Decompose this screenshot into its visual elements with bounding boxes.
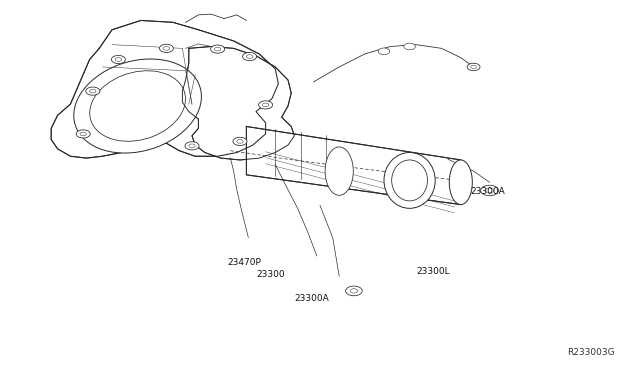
Text: 23300A: 23300A	[294, 294, 329, 303]
Ellipse shape	[90, 71, 186, 141]
Circle shape	[404, 43, 415, 50]
Circle shape	[233, 137, 247, 145]
Ellipse shape	[74, 59, 202, 153]
Circle shape	[86, 87, 100, 95]
Ellipse shape	[325, 147, 353, 195]
Polygon shape	[182, 46, 294, 160]
Text: 23300L: 23300L	[416, 267, 450, 276]
Circle shape	[246, 55, 253, 58]
Ellipse shape	[392, 160, 428, 201]
Circle shape	[111, 55, 125, 64]
Polygon shape	[246, 126, 461, 205]
Circle shape	[211, 45, 225, 53]
Circle shape	[259, 101, 273, 109]
Text: 23300A: 23300A	[470, 187, 505, 196]
Ellipse shape	[384, 153, 435, 208]
Text: R233003G: R233003G	[567, 348, 614, 357]
Circle shape	[214, 47, 221, 51]
Circle shape	[189, 144, 195, 148]
Circle shape	[237, 140, 243, 143]
Circle shape	[467, 63, 480, 71]
Circle shape	[159, 44, 173, 52]
Circle shape	[378, 48, 390, 55]
Circle shape	[80, 132, 86, 136]
Circle shape	[163, 46, 170, 50]
Circle shape	[90, 89, 96, 93]
Polygon shape	[51, 20, 278, 158]
Circle shape	[350, 289, 358, 293]
Circle shape	[115, 58, 122, 61]
Circle shape	[471, 65, 476, 68]
Circle shape	[346, 286, 362, 296]
Circle shape	[486, 188, 493, 193]
Circle shape	[243, 52, 257, 61]
Circle shape	[76, 130, 90, 138]
Text: 23470P: 23470P	[227, 258, 261, 267]
Text: 23300: 23300	[256, 270, 285, 279]
Ellipse shape	[449, 160, 472, 205]
Circle shape	[262, 103, 269, 107]
Circle shape	[481, 185, 499, 196]
Circle shape	[185, 142, 199, 150]
